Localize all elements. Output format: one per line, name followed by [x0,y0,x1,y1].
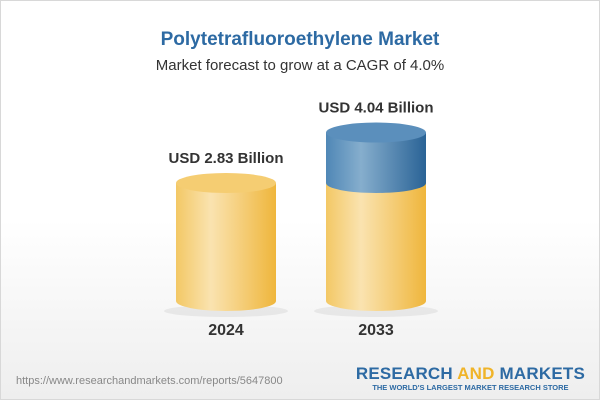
research-and-markets-logo: RESEARCH AND MARKETS THE WORLD'S LARGEST… [356,365,585,393]
chart-title: Polytetrafluoroethylene Market [160,29,440,50]
logo-text-2: AND [457,364,495,383]
cylinder-bar-2024 [176,183,276,311]
logo-text-1: RESEARCH [355,364,458,383]
cylinder-growth-segment-2033 [326,132,426,193]
category-label: 2033 [358,322,394,339]
category-label: 2024 [208,322,244,339]
data-label: USD 4.04 Billion [318,100,433,117]
data-label: USD 2.83 Billion [168,150,283,167]
cylinder-base-segment-2033 [326,183,426,311]
logo-text-3: MARKETS [494,364,585,383]
source-url[interactable]: https://www.researchandmarkets.com/repor… [16,375,283,387]
chart-subtitle: Market forecast to grow at a CAGR of 4.0… [155,57,445,74]
cylinder-top-2033 [326,122,426,143]
cylinder-top-2024 [176,173,276,193]
logo-tagline: THE WORLD'S LARGEST MARKET RESEARCH STOR… [372,383,569,392]
